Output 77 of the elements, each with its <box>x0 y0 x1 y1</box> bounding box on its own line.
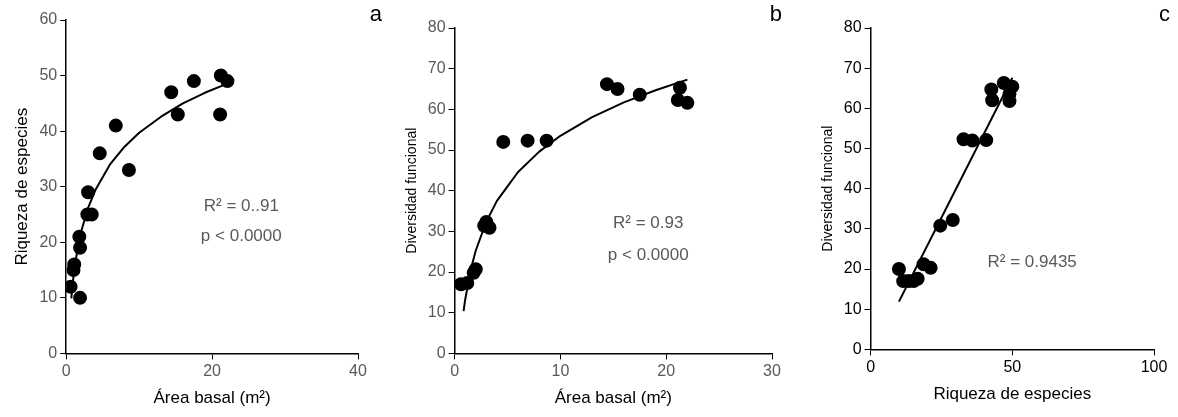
y-tick-label: 60 <box>39 10 58 28</box>
point <box>213 107 228 122</box>
y-tick-label: 80 <box>427 18 446 36</box>
chart-title: a <box>369 1 383 27</box>
y-tick-label: 20 <box>427 262 446 280</box>
x-tick-label: 10 <box>551 362 570 380</box>
y-tick-label: 80 <box>843 18 862 36</box>
y-tick-label: 20 <box>39 232 58 250</box>
point <box>73 290 88 305</box>
x-tick-label: 0 <box>866 358 876 376</box>
point <box>979 133 994 148</box>
annotation: p < 0.0000 <box>607 245 689 265</box>
y-tick-label: 10 <box>39 288 58 306</box>
point <box>672 80 687 95</box>
point <box>186 74 201 89</box>
point <box>170 107 185 122</box>
y-tick-label: 10 <box>843 299 862 317</box>
point <box>496 134 511 149</box>
y-tick-label: 50 <box>39 65 58 83</box>
point <box>81 185 96 200</box>
x-axis-title: Riqueza de especies <box>933 384 1092 404</box>
y-tick-label: 50 <box>843 138 862 156</box>
y-tick-label: 30 <box>427 221 446 239</box>
y-tick-label: 20 <box>843 259 862 277</box>
y-tick-label: 60 <box>427 99 446 117</box>
x-tick-label: 30 <box>763 362 781 380</box>
y-tick-label: 70 <box>427 59 446 77</box>
x-tick-label: 50 <box>1003 358 1022 376</box>
y-tick-label: 0 <box>436 343 446 361</box>
x-axis-title: Área basal (m²) <box>554 388 672 408</box>
y-tick-label: 30 <box>39 177 58 195</box>
y-tick-label: 50 <box>427 140 446 158</box>
point <box>539 133 554 148</box>
y-tick-label: 60 <box>843 98 862 116</box>
point <box>121 163 136 178</box>
point <box>164 85 179 100</box>
point <box>945 213 960 228</box>
y-tick-label: 30 <box>843 219 862 237</box>
y-tick-label: 0 <box>852 339 862 357</box>
y-tick-label: 10 <box>427 303 446 321</box>
x-axis-title: Área basal (m²) <box>153 388 271 408</box>
y-axis-title: Diversidad funcional <box>819 125 836 252</box>
annotation: p < 0.0000 <box>200 226 282 246</box>
point <box>965 133 980 148</box>
x-tick-label: 40 <box>349 362 367 380</box>
point <box>520 133 535 148</box>
annotation: R² = 0..91 <box>203 196 279 216</box>
x-tick-label: 0 <box>450 362 460 380</box>
annotation: R² = 0.93 <box>613 212 684 232</box>
point <box>220 74 235 89</box>
x-tick-label: 20 <box>657 362 676 380</box>
chart-title: b <box>769 1 782 27</box>
annotation: R² = 0.9435 <box>987 252 1077 272</box>
y-tick-label: 0 <box>48 343 58 361</box>
y-tick-label: 70 <box>843 58 862 76</box>
x-tick-label: 20 <box>203 362 222 380</box>
point <box>891 262 906 277</box>
y-tick-label: 40 <box>39 121 58 139</box>
point <box>933 218 948 233</box>
y-tick-label: 40 <box>843 179 862 197</box>
y-axis-title: Diversidad funcional <box>403 127 420 254</box>
point <box>923 260 938 275</box>
point <box>92 146 107 161</box>
point <box>680 95 695 110</box>
y-tick-label: 40 <box>427 181 446 199</box>
point <box>599 77 614 92</box>
chart-title: c <box>1159 1 1170 27</box>
x-tick-label: 100 <box>1140 358 1168 376</box>
point <box>610 82 625 97</box>
point <box>108 118 123 133</box>
point <box>73 240 88 255</box>
point <box>482 220 497 235</box>
point <box>460 276 475 291</box>
y-axis-title: Riqueza de especies <box>11 107 31 266</box>
x-tick-label: 0 <box>61 362 71 380</box>
point <box>632 87 647 102</box>
point <box>985 93 1000 108</box>
